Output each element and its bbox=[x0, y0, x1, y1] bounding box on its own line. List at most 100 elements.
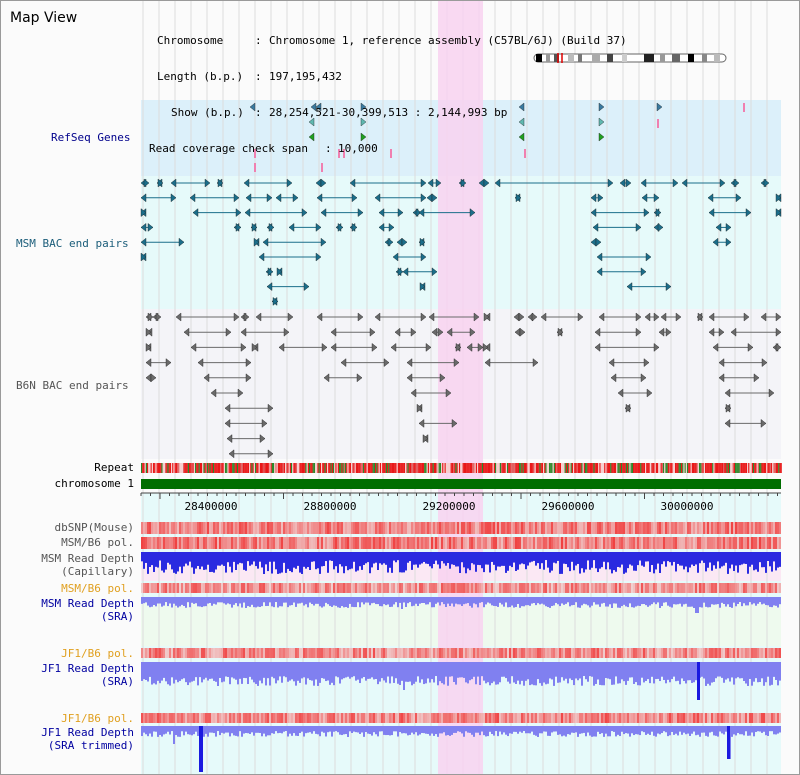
msm-sra-depth-bar bbox=[433, 597, 435, 608]
msm-bac-pair-end bbox=[420, 252, 427, 262]
jf1-trimmed-depth-bar bbox=[303, 726, 305, 737]
jf1-sra-depth-bar bbox=[365, 662, 367, 681]
msm-sra-depth-bar bbox=[659, 597, 661, 608]
b6n-bac-pair-end bbox=[190, 342, 197, 352]
dbsnp-strip bbox=[213, 522, 215, 534]
jf1-b6-pol-strip bbox=[523, 648, 525, 658]
jf1-b6-pol-strip bbox=[577, 648, 579, 658]
jf1-b6-pol-strip bbox=[229, 648, 231, 658]
jf1-b6-pol-strip bbox=[171, 648, 173, 658]
msm-b6-pol-strip bbox=[661, 537, 663, 549]
dbsnp-strip bbox=[665, 522, 667, 534]
ideogram-band bbox=[568, 54, 574, 62]
msm-b6-pol-strip bbox=[155, 537, 157, 549]
jf1-b6-pol-trimmed-strip bbox=[323, 713, 325, 723]
jf1-sra-depth-bar bbox=[435, 662, 437, 677]
jf1-b6-pol-strip bbox=[575, 648, 577, 658]
msm-b6-pol-sra-strip bbox=[619, 583, 621, 593]
msm-bac-pair-end bbox=[725, 222, 732, 232]
dbsnp-strip bbox=[771, 522, 773, 534]
jf1-b6-pol-strip bbox=[423, 648, 425, 658]
dbsnp-strip bbox=[779, 522, 781, 534]
msm-b6-pol-strip bbox=[769, 537, 771, 549]
msm-sra-depth-bar bbox=[171, 597, 173, 608]
msm-b6-pol-sra-strip bbox=[525, 583, 527, 593]
msm-sra-depth-bar bbox=[455, 597, 457, 604]
msm-b6-pol-strip bbox=[461, 537, 463, 549]
jf1-b6-pol-trimmed-strip bbox=[245, 713, 247, 723]
msm-sra-depth-bar bbox=[337, 597, 339, 608]
repeat-element bbox=[402, 463, 404, 473]
chromosome-ideogram[interactable] bbox=[532, 53, 728, 63]
jf1-trimmed-depth-bar bbox=[527, 726, 529, 734]
msm-capillary-depth-bar bbox=[423, 552, 425, 562]
jf1-sra-depth-bar bbox=[295, 662, 297, 686]
repeat-element bbox=[736, 463, 738, 473]
msm-sra-depth-bar bbox=[685, 597, 687, 604]
jf1-trimmed-depth-bar bbox=[271, 726, 273, 734]
repeat-element bbox=[430, 463, 432, 473]
dbsnp-strip bbox=[373, 522, 375, 534]
jf1-trimmed-depth-bar bbox=[517, 726, 519, 734]
jf1-sra-depth-bar bbox=[235, 662, 237, 680]
msm-b6-pol-sra-strip bbox=[201, 583, 203, 593]
msm-sra-depth-bar bbox=[203, 597, 205, 607]
msm-b6-pol-strip bbox=[465, 537, 467, 549]
jf1-b6-pol-strip bbox=[495, 648, 497, 658]
dbsnp-strip bbox=[293, 522, 295, 534]
jf1-sra-depth-bar bbox=[407, 662, 409, 682]
jf1-sra-depth-bar bbox=[741, 662, 743, 679]
msm-b6-pol-strip bbox=[593, 537, 595, 549]
jf1-sra-depth-bar bbox=[265, 662, 267, 686]
jf1-b6-pol-trimmed-strip bbox=[747, 713, 749, 723]
msm-sra-depth-bar bbox=[163, 597, 165, 606]
b6n-bac-label[interactable]: B6N BAC end pairs bbox=[16, 379, 129, 392]
msm-b6-pol-strip bbox=[253, 537, 255, 549]
msm-sra-depth-bar bbox=[275, 597, 277, 603]
jf1-sra-depth-bar bbox=[145, 662, 147, 681]
dbsnp-strip bbox=[307, 522, 309, 534]
msm-capillary-depth-bar bbox=[631, 552, 633, 566]
jf1-sra-depth-bar bbox=[413, 662, 415, 684]
repeat-element bbox=[567, 463, 569, 473]
msm-sra-depth-bar bbox=[693, 597, 695, 608]
msm-capillary-depth-bar bbox=[703, 552, 705, 563]
msm-bac-label[interactable]: MSM BAC end pairs bbox=[16, 237, 129, 250]
msm-capillary-depth-bar bbox=[213, 552, 215, 573]
msm-capillary-depth-bar bbox=[343, 552, 345, 574]
msm-capillary-depth-bar bbox=[731, 552, 733, 565]
msm-b6-pol-strip bbox=[737, 537, 739, 549]
jf1-b6-pol-trimmed-strip bbox=[537, 713, 539, 723]
b6n-bac-pair-end bbox=[635, 327, 642, 337]
jf1-sra-depth-bar bbox=[731, 662, 733, 678]
jf1-trimmed-depth-bar bbox=[677, 726, 679, 736]
jf1-b6-pol-strip bbox=[727, 648, 729, 658]
jf1-b6-pol-strip bbox=[409, 648, 411, 658]
jf1-trimmed-depth-bar bbox=[345, 726, 347, 735]
jf1-trimmed-depth-bar bbox=[585, 726, 587, 737]
msm-b6-pol-sra-strip bbox=[395, 583, 397, 593]
repeat-element bbox=[147, 463, 149, 473]
chromosome-value: Chromosome 1, reference assembly (C57BL/… bbox=[269, 34, 627, 47]
jf1-b6-pol-trimmed-strip bbox=[445, 713, 447, 723]
jf1-sra-depth-bar bbox=[535, 662, 537, 686]
ideogram-band bbox=[546, 54, 550, 62]
repeat-element bbox=[646, 463, 648, 473]
msm-b6-pol-sra-strip bbox=[161, 583, 163, 593]
msm-sra-depth-bar bbox=[677, 597, 679, 605]
repeat-element bbox=[185, 463, 187, 473]
jf1-b6-pol-trimmed-strip bbox=[275, 713, 277, 723]
repeat-element bbox=[438, 463, 440, 473]
jf1-sra-depth-bar bbox=[473, 662, 475, 677]
b6n-bac-pair-end bbox=[233, 312, 240, 322]
b6n-bac-pair-end bbox=[445, 388, 452, 398]
dbsnp-strip bbox=[649, 522, 651, 534]
msm-sra-depth-bar bbox=[405, 597, 407, 607]
msm-bac-pair-end bbox=[253, 237, 260, 247]
msm-b6-pol-sra-strip bbox=[321, 583, 323, 593]
msm-capillary-depth-bar bbox=[437, 552, 439, 565]
msm-capillary-depth-bar bbox=[433, 552, 435, 564]
repeat-element bbox=[287, 463, 289, 473]
refseq-genes-label[interactable]: RefSeq Genes bbox=[51, 131, 131, 144]
msm-b6-pol-sra-strip bbox=[269, 583, 271, 593]
